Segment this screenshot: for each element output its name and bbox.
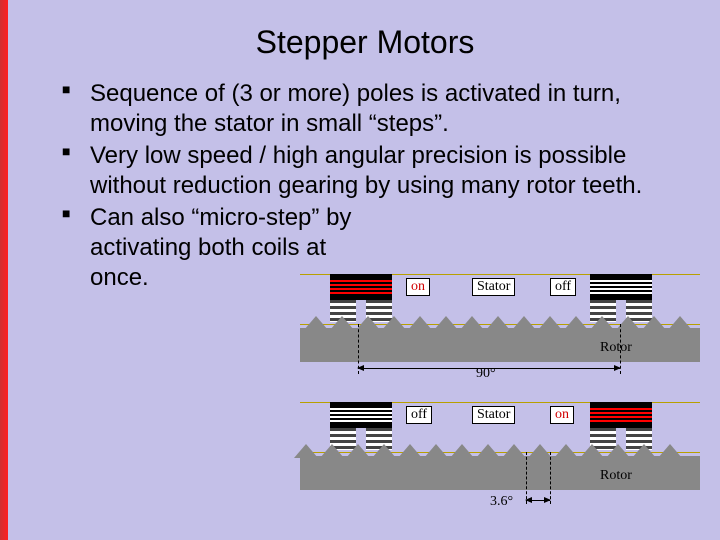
stepper-diagram: on Stator off Rotor 90° [300,274,700,518]
bullet-item: Sequence of (3 or more) poles is activat… [58,79,680,139]
coil-left-off [330,402,392,428]
diagram-panel-1: on Stator off Rotor 90° [300,274,700,384]
label-on: on [406,278,430,296]
label-stator: Stator [472,406,515,424]
coil-right-on [590,402,652,428]
bullet-item: Very low speed / high angular precision … [58,141,680,201]
label-rotor: Rotor [600,468,632,484]
label-off: off [550,278,576,296]
coil-left-on [330,274,392,300]
coil-right-off [590,274,652,300]
angle-label-90: 90° [476,366,496,382]
diagram-panel-2: off Stator on Rotor 3.6° [300,402,700,512]
bullet-list: Sequence of (3 or more) poles is activat… [50,79,680,293]
label-stator: Stator [472,278,515,296]
label-on: on [550,406,574,424]
slide-title: Stepper Motors [50,24,680,61]
angle-arrow-3-6 [526,500,550,501]
rotor-strip [300,456,700,490]
label-rotor: Rotor [600,340,632,356]
label-off: off [406,406,432,424]
rotor-strip [300,328,700,362]
angle-label-3-6: 3.6° [490,494,513,510]
